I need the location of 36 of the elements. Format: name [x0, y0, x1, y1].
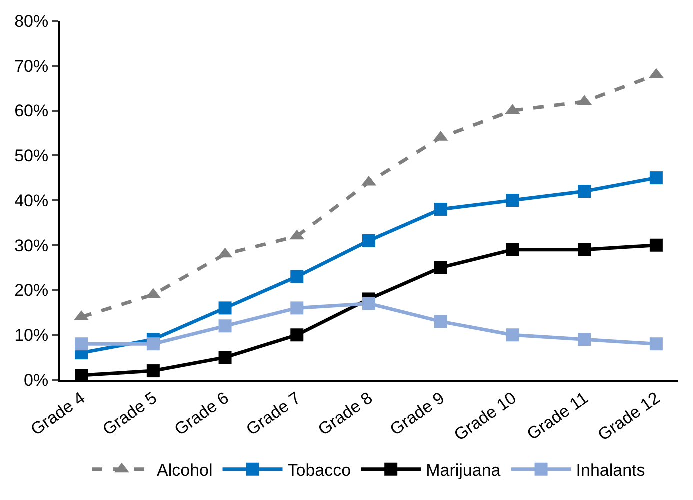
point: [218, 351, 232, 364]
point: [290, 328, 304, 342]
point: [434, 261, 448, 274]
y-tick-label: 30%: [14, 236, 49, 256]
y-tick-label: 10%: [14, 326, 49, 346]
y-tick-label: 40%: [14, 191, 49, 210]
point: [290, 302, 304, 315]
point: [434, 202, 448, 216]
legend-label: Alcohol: [157, 460, 213, 480]
point: [362, 234, 376, 248]
point: [75, 338, 88, 351]
legend-label: Inhalants: [576, 460, 646, 480]
y-tick-label: 20%: [14, 281, 49, 300]
point: [290, 270, 304, 284]
point: [650, 238, 663, 252]
point: [146, 364, 160, 378]
y-tick-label: 0%: [24, 370, 49, 390]
point: [578, 333, 592, 346]
legend-label: Marijuana: [426, 460, 502, 480]
point: [506, 328, 520, 342]
y-tick-label: 60%: [14, 102, 49, 121]
point: [650, 172, 663, 185]
point: [578, 243, 592, 256]
point: [218, 320, 232, 333]
point: [362, 297, 376, 310]
point: [434, 315, 448, 328]
point: [146, 338, 160, 351]
point: [506, 243, 520, 256]
y-tick-label: 80%: [14, 12, 49, 31]
point: [578, 185, 592, 198]
point: [650, 338, 663, 351]
y-tick-label: 50%: [14, 146, 49, 166]
y-tick-label: 70%: [14, 56, 49, 76]
point: [218, 302, 232, 315]
point: [506, 194, 520, 207]
legend-label: Tobacco: [288, 460, 352, 480]
